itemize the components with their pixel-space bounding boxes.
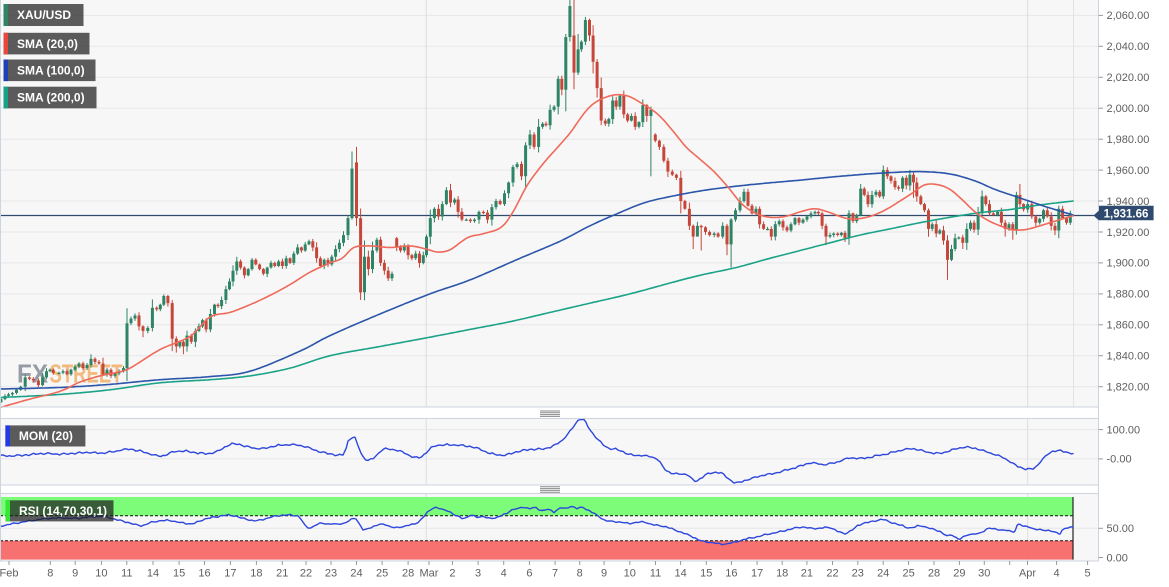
svg-text:29: 29 <box>953 568 965 580</box>
svg-text:24: 24 <box>877 568 889 580</box>
svg-text:4: 4 <box>1054 568 1060 580</box>
svg-text:0.00: 0.00 <box>1107 552 1128 564</box>
svg-text:1,980.00: 1,980.00 <box>1107 134 1150 146</box>
svg-text:2,000.00: 2,000.00 <box>1107 103 1150 115</box>
svg-text:8: 8 <box>47 568 53 580</box>
svg-text:50.00: 50.00 <box>1107 523 1135 535</box>
svg-text:SMA (20,0): SMA (20,0) <box>17 37 78 51</box>
svg-text:28: 28 <box>928 568 940 580</box>
svg-text:16: 16 <box>198 568 210 580</box>
svg-text:1,931.66: 1,931.66 <box>1104 208 1149 220</box>
svg-text:14: 14 <box>147 568 159 580</box>
svg-text:30: 30 <box>978 568 990 580</box>
svg-text:11: 11 <box>650 568 661 580</box>
svg-text:22: 22 <box>826 568 838 580</box>
svg-text:14: 14 <box>674 568 686 580</box>
svg-text:28: 28 <box>402 568 414 580</box>
svg-text:1,900.00: 1,900.00 <box>1107 258 1150 270</box>
svg-text:2: 2 <box>449 568 455 580</box>
svg-text:4: 4 <box>501 568 507 580</box>
svg-text:1,960.00: 1,960.00 <box>1107 165 1150 177</box>
svg-text:9: 9 <box>601 568 607 580</box>
svg-text:7: 7 <box>552 568 558 580</box>
svg-text:23: 23 <box>325 568 337 580</box>
svg-text:9: 9 <box>72 568 78 580</box>
svg-text:8: 8 <box>577 568 583 580</box>
svg-text:1,820.00: 1,820.00 <box>1107 382 1150 394</box>
svg-text:1,940.00: 1,940.00 <box>1107 196 1150 208</box>
svg-text:RSI (14,70,30,1): RSI (14,70,30,1) <box>19 504 107 518</box>
svg-text:21: 21 <box>276 568 288 580</box>
svg-text:XAU/USD: XAU/USD <box>17 8 71 22</box>
svg-text:11: 11 <box>121 568 132 580</box>
svg-text:25: 25 <box>902 568 914 580</box>
svg-text:2,060.00: 2,060.00 <box>1107 10 1150 22</box>
svg-text:1,920.00: 1,920.00 <box>1107 227 1150 239</box>
svg-text:2,040.00: 2,040.00 <box>1107 41 1150 53</box>
svg-text:5: 5 <box>1085 568 1091 580</box>
svg-text:Feb: Feb <box>0 568 18 580</box>
svg-text:18: 18 <box>250 568 262 580</box>
svg-text:100.00: 100.00 <box>1107 424 1141 436</box>
svg-text:23: 23 <box>852 568 864 580</box>
svg-text:1,860.00: 1,860.00 <box>1107 320 1150 332</box>
svg-text:6: 6 <box>526 568 532 580</box>
svg-text:MOM (20): MOM (20) <box>19 429 73 443</box>
svg-text:18: 18 <box>776 568 788 580</box>
svg-text:25: 25 <box>376 568 388 580</box>
svg-text:Mar: Mar <box>420 568 439 580</box>
svg-text:15: 15 <box>173 568 185 580</box>
svg-text:17: 17 <box>751 568 763 580</box>
svg-text:10: 10 <box>95 568 107 580</box>
svg-text:-0.00: -0.00 <box>1107 454 1132 466</box>
svg-text:22: 22 <box>300 568 312 580</box>
svg-text:SMA (200,0): SMA (200,0) <box>17 91 85 105</box>
svg-text:15: 15 <box>700 568 712 580</box>
svg-text:10: 10 <box>624 568 636 580</box>
svg-text:16: 16 <box>725 568 737 580</box>
svg-text:3: 3 <box>475 568 481 580</box>
svg-text:Apr: Apr <box>1019 568 1036 580</box>
svg-text:2,020.00: 2,020.00 <box>1107 72 1150 84</box>
svg-text:SMA (100,0): SMA (100,0) <box>17 64 85 78</box>
svg-text:24: 24 <box>350 568 362 580</box>
svg-text:21: 21 <box>801 568 813 580</box>
svg-text:17: 17 <box>224 568 236 580</box>
svg-text:1,840.00: 1,840.00 <box>1107 351 1150 363</box>
svg-text:1,880.00: 1,880.00 <box>1107 289 1150 301</box>
